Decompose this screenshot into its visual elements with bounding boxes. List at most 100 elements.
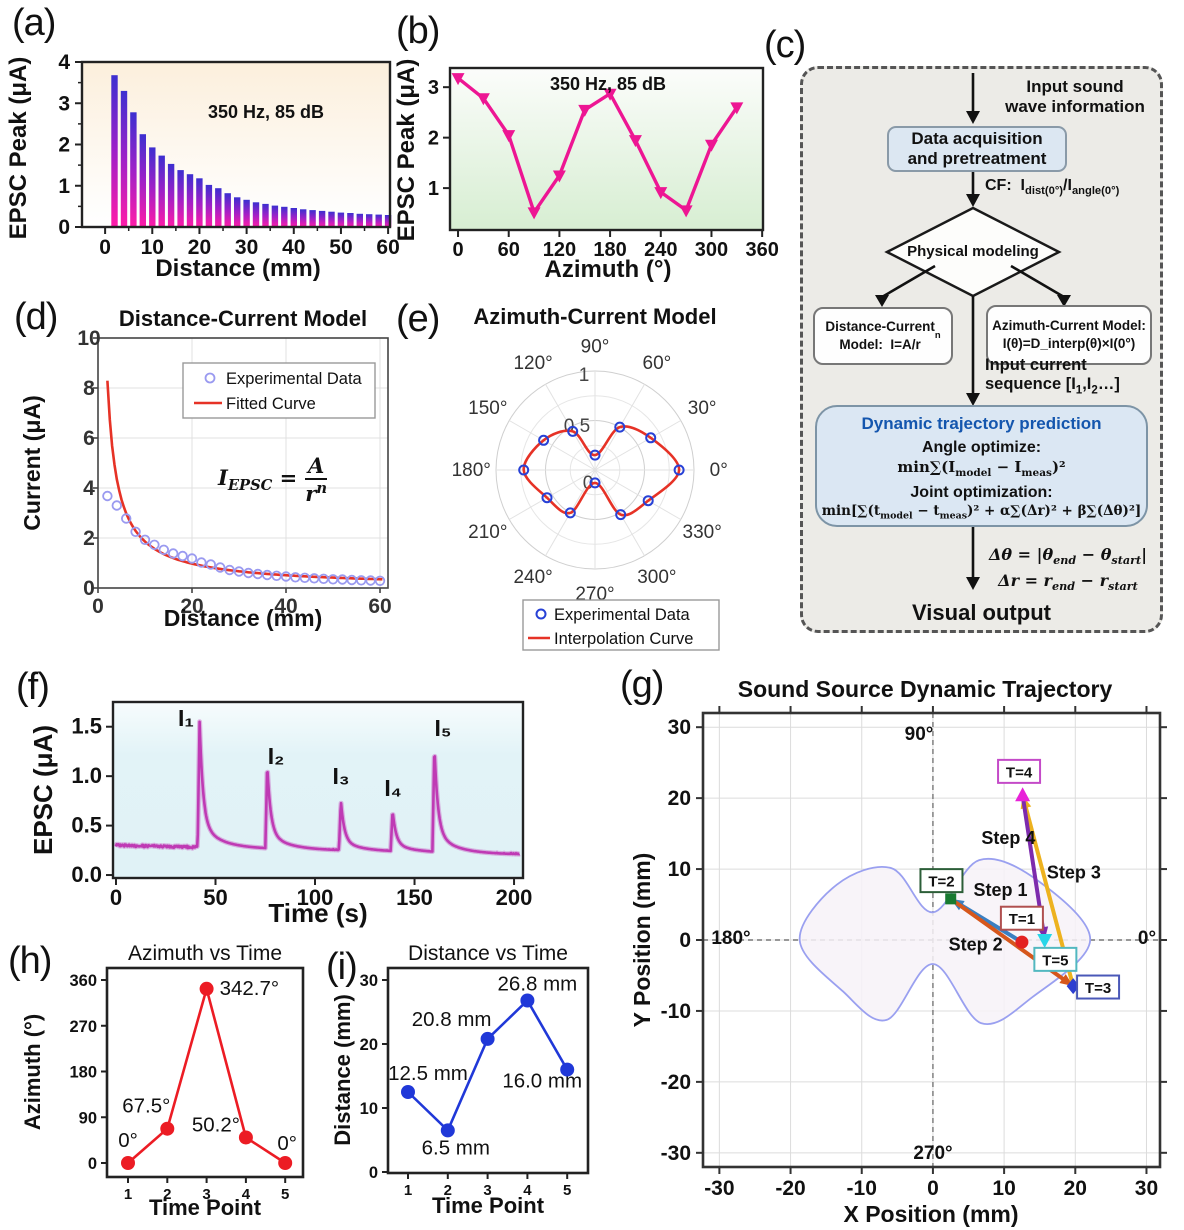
panel-f-chart: 0 50 100 150 200 0.0 0.5 1.0 1.5 I₁ I₂ I₃ I₄ I₅ Time (… xyxy=(28,700,532,928)
arrowhead-input xyxy=(966,111,980,124)
svg-text:30: 30 xyxy=(1135,1177,1158,1200)
svg-text:2: 2 xyxy=(58,134,70,157)
svg-text:0: 0 xyxy=(88,1155,97,1173)
branch-right xyxy=(1010,264,1065,299)
svg-text:Fitted Curve: Fitted Curve xyxy=(226,395,316,413)
formula-denominator: rn xyxy=(305,480,328,506)
svg-text:Sound Source Dynamic Trajector: Sound Source Dynamic Trajectory xyxy=(738,676,1113,702)
svg-text:2: 2 xyxy=(163,1186,171,1203)
svg-text:-10: -10 xyxy=(847,1177,877,1200)
svg-text:180: 180 xyxy=(69,1064,97,1082)
flow-azimuth-model-box: Azimuth-Current Model: I(θ)=D_interp(θ)×I… xyxy=(986,305,1152,365)
svg-text:16.0 mm: 16.0 mm xyxy=(502,1070,582,1093)
svg-text:0: 0 xyxy=(583,473,594,494)
flowchart-panel: Input sound wave information Data acquisi… xyxy=(800,66,1163,633)
svg-text:20: 20 xyxy=(360,1036,378,1054)
svg-text:10: 10 xyxy=(77,327,100,350)
svg-text:Distance (mm): Distance (mm) xyxy=(164,605,322,631)
svg-text:0: 0 xyxy=(92,595,104,618)
svg-text:180°: 180° xyxy=(711,928,750,949)
svg-text:5: 5 xyxy=(563,1182,571,1199)
svg-text:I₁: I₁ xyxy=(178,705,194,731)
svg-text:20.8 mm: 20.8 mm xyxy=(412,1008,492,1031)
svg-text:1.5: 1.5 xyxy=(71,714,102,739)
svg-text:90°: 90° xyxy=(581,336,610,357)
svg-text:10: 10 xyxy=(360,1100,378,1118)
flow-dynamic-box: Dynamic trajectory prediction Angle opti… xyxy=(815,405,1148,527)
svg-text:10: 10 xyxy=(992,1177,1015,1200)
svg-text:60: 60 xyxy=(368,595,391,618)
svg-text:350 Hz, 85 dB: 350 Hz, 85 dB xyxy=(208,102,324,122)
flow-joint-formula: min[∑(tmodel − tmeas)² + α∑(Δr)² + β∑(Δθ… xyxy=(821,503,1142,522)
svg-text:150: 150 xyxy=(396,885,433,910)
svg-text:180°: 180° xyxy=(452,460,491,481)
panel-d-chart: 0 20 40 60 0 2 4 6 8 10 Experimental Data Fitted Cu… xyxy=(19,306,392,631)
svg-text:10: 10 xyxy=(141,236,164,259)
epsc-formula: IEPSC = A rn xyxy=(218,453,328,506)
svg-text:-30: -30 xyxy=(704,1177,734,1200)
svg-text:-10: -10 xyxy=(661,1000,691,1023)
flow-delta-equations: Δθ = |θend − θstart| Δr = rend − rstart xyxy=(978,543,1158,595)
formula-numerator: A xyxy=(308,453,325,478)
svg-text:20: 20 xyxy=(180,595,203,618)
svg-text:0°: 0° xyxy=(1138,928,1156,949)
flow-dynamic-title: Dynamic trajectory prediction xyxy=(861,414,1102,433)
svg-text:0: 0 xyxy=(927,1177,939,1200)
panel-i-chart: 1 2 3 4 5 0 10 20 30 12.5 mm 6.5 mm 20.8 mm 26.8 mm 1… xyxy=(330,942,590,1218)
svg-text:60°: 60° xyxy=(643,353,672,374)
svg-text:0°: 0° xyxy=(118,1129,138,1152)
panel-label-c: (c) xyxy=(764,24,806,66)
panel-label-i: (i) xyxy=(326,946,358,988)
svg-text:Distance (mm): Distance (mm) xyxy=(330,994,355,1146)
svg-text:6: 6 xyxy=(83,427,95,450)
svg-text:EPSC Peak (μA): EPSC Peak (μA) xyxy=(5,57,32,240)
panel-h-chart: 1 2 3 4 5 0 90 180 270 360 0° 67.5° 342.7° 50.2° 0° Azi… xyxy=(20,942,305,1220)
svg-text:Distance vs Time: Distance vs Time xyxy=(408,942,568,965)
svg-text:Azimuth (°): Azimuth (°) xyxy=(20,1014,45,1130)
flow-sequence-label: Input current sequence [I1,I2…] xyxy=(985,356,1120,397)
svg-text:90°: 90° xyxy=(905,724,934,745)
flow-joint-opt-label: Joint optimization: xyxy=(910,484,1053,501)
svg-text:Azimuth-Current Model: Azimuth-Current Model xyxy=(473,304,716,329)
svg-text:T=5: T=5 xyxy=(1042,952,1068,969)
svg-text:I₃: I₃ xyxy=(332,763,349,789)
svg-text:4: 4 xyxy=(523,1182,532,1199)
svg-text:Azimuth vs Time: Azimuth vs Time xyxy=(128,942,282,965)
svg-text:60: 60 xyxy=(498,239,520,261)
flow-cf-label: CF: Idist(0°)/Iangle(0°) xyxy=(985,177,1120,198)
svg-text:0: 0 xyxy=(99,236,111,259)
arrowhead-cf xyxy=(966,194,980,207)
svg-text:26.8 mm: 26.8 mm xyxy=(498,972,578,995)
svg-text:300°: 300° xyxy=(637,567,676,588)
svg-text:0: 0 xyxy=(452,239,463,261)
flow-delta-r: Δr = rend − rstart xyxy=(998,570,1138,594)
svg-text:350 Hz, 85 dB: 350 Hz, 85 dB xyxy=(550,74,666,94)
svg-text:EPSC (μA): EPSC (μA) xyxy=(28,725,58,855)
svg-text:120°: 120° xyxy=(513,353,552,374)
panel-label-e: (e) xyxy=(396,298,440,340)
svg-text:Time Point: Time Point xyxy=(432,1193,545,1218)
svg-text:4: 4 xyxy=(83,477,95,500)
svg-text:3: 3 xyxy=(202,1186,210,1203)
svg-text:360: 360 xyxy=(745,239,778,261)
svg-text:0: 0 xyxy=(369,1164,378,1182)
svg-text:Azimuth (°): Azimuth (°) xyxy=(545,256,672,283)
svg-text:T=3: T=3 xyxy=(1085,980,1111,997)
panel-label-g: (g) xyxy=(620,664,664,706)
panel-label-a: (a) xyxy=(12,2,56,44)
svg-text:2: 2 xyxy=(444,1182,452,1199)
svg-text:50.2°: 50.2° xyxy=(192,1113,240,1136)
svg-text:Interpolation Curve: Interpolation Curve xyxy=(554,630,693,648)
svg-text:I₄: I₄ xyxy=(384,775,401,801)
svg-text:3: 3 xyxy=(58,92,70,115)
svg-text:T=2: T=2 xyxy=(928,874,954,891)
svg-text:360: 360 xyxy=(69,972,97,990)
svg-text:T=4: T=4 xyxy=(1006,764,1033,781)
svg-text:Current (μA): Current (μA) xyxy=(19,395,45,530)
panel-a-chart: 0 10 20 30 40 50 60 0 1 2 3 4 350 Hz, 85 dB Distance … xyxy=(5,51,400,282)
panel-b-chart: 0 60 120 180 240 300 360 1 2 3 350 Hz, 85 dB Azimut… xyxy=(393,59,779,283)
formula-fraction: A rn xyxy=(305,453,328,506)
svg-text:2: 2 xyxy=(83,527,95,550)
